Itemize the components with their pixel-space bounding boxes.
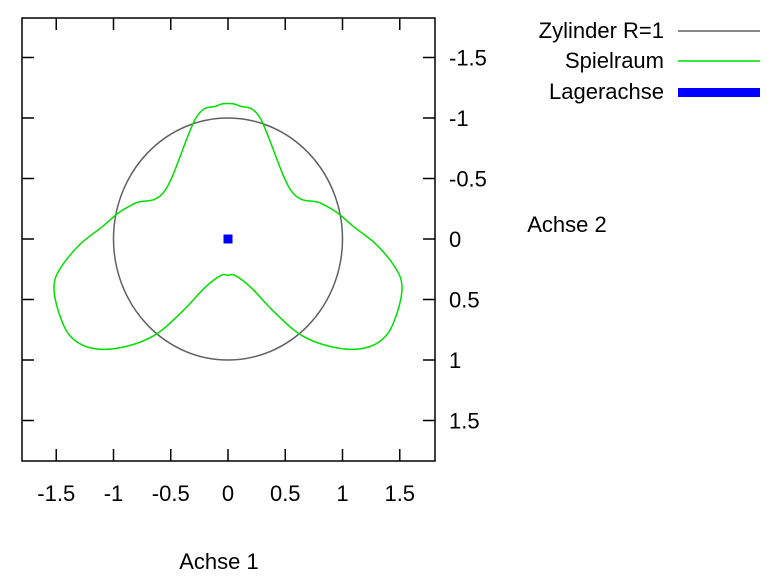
series-lagerachse-point [223, 234, 233, 244]
legend: Zylinder R=1 Spielraum Lagerachse [539, 18, 760, 104]
x-tick-label: -0.5 [152, 481, 190, 506]
ticks: -1.5 -1 -0.5 0 0.5 1 1.5 -1.5 -1 -0.5 0 0.5 1 1.5 [22, 18, 487, 506]
legend-label-zylinder: Zylinder R=1 [539, 18, 664, 43]
legend-label-lagerachse: Lagerachse [549, 79, 664, 104]
y-tick-label: 0 [449, 227, 461, 252]
x-tick-label: 1 [336, 481, 348, 506]
legend-label-spielraum: Spielraum [565, 48, 664, 73]
x-tick-label: 0.5 [270, 481, 301, 506]
series-zylinder-circle [112, 117, 344, 361]
legend-item-spielraum: Spielraum [565, 48, 760, 73]
x-tick-label: 0 [222, 481, 234, 506]
plot-area: -1.5 -1 -0.5 0 0.5 1 1.5 -1.5 -1 -0.5 0 0.5 1 1.5 [21, 17, 487, 506]
legend-item-lagerachse: Lagerachse [549, 79, 760, 104]
series-spielraum-line [53, 102, 403, 351]
y-tick-label: -0.5 [449, 167, 487, 192]
y-axis-label: Achse 2 [527, 212, 607, 237]
x-tick-label: -1 [104, 481, 124, 506]
y-tick-label: -1 [449, 106, 469, 131]
x-axis-label: Achse 1 [179, 549, 259, 574]
x-tick-label: -1.5 [37, 481, 75, 506]
y-tick-label: 0.5 [449, 288, 480, 313]
y-tick-label: -1.5 [449, 46, 487, 71]
legend-item-zylinder: Zylinder R=1 [539, 18, 760, 43]
y-tick-label: 1.5 [449, 409, 480, 434]
series-layer [53, 102, 403, 361]
y-tick-label: 1 [449, 348, 461, 373]
x-tick-label: 1.5 [384, 481, 415, 506]
legend-swatch-lagerachse [678, 88, 760, 97]
